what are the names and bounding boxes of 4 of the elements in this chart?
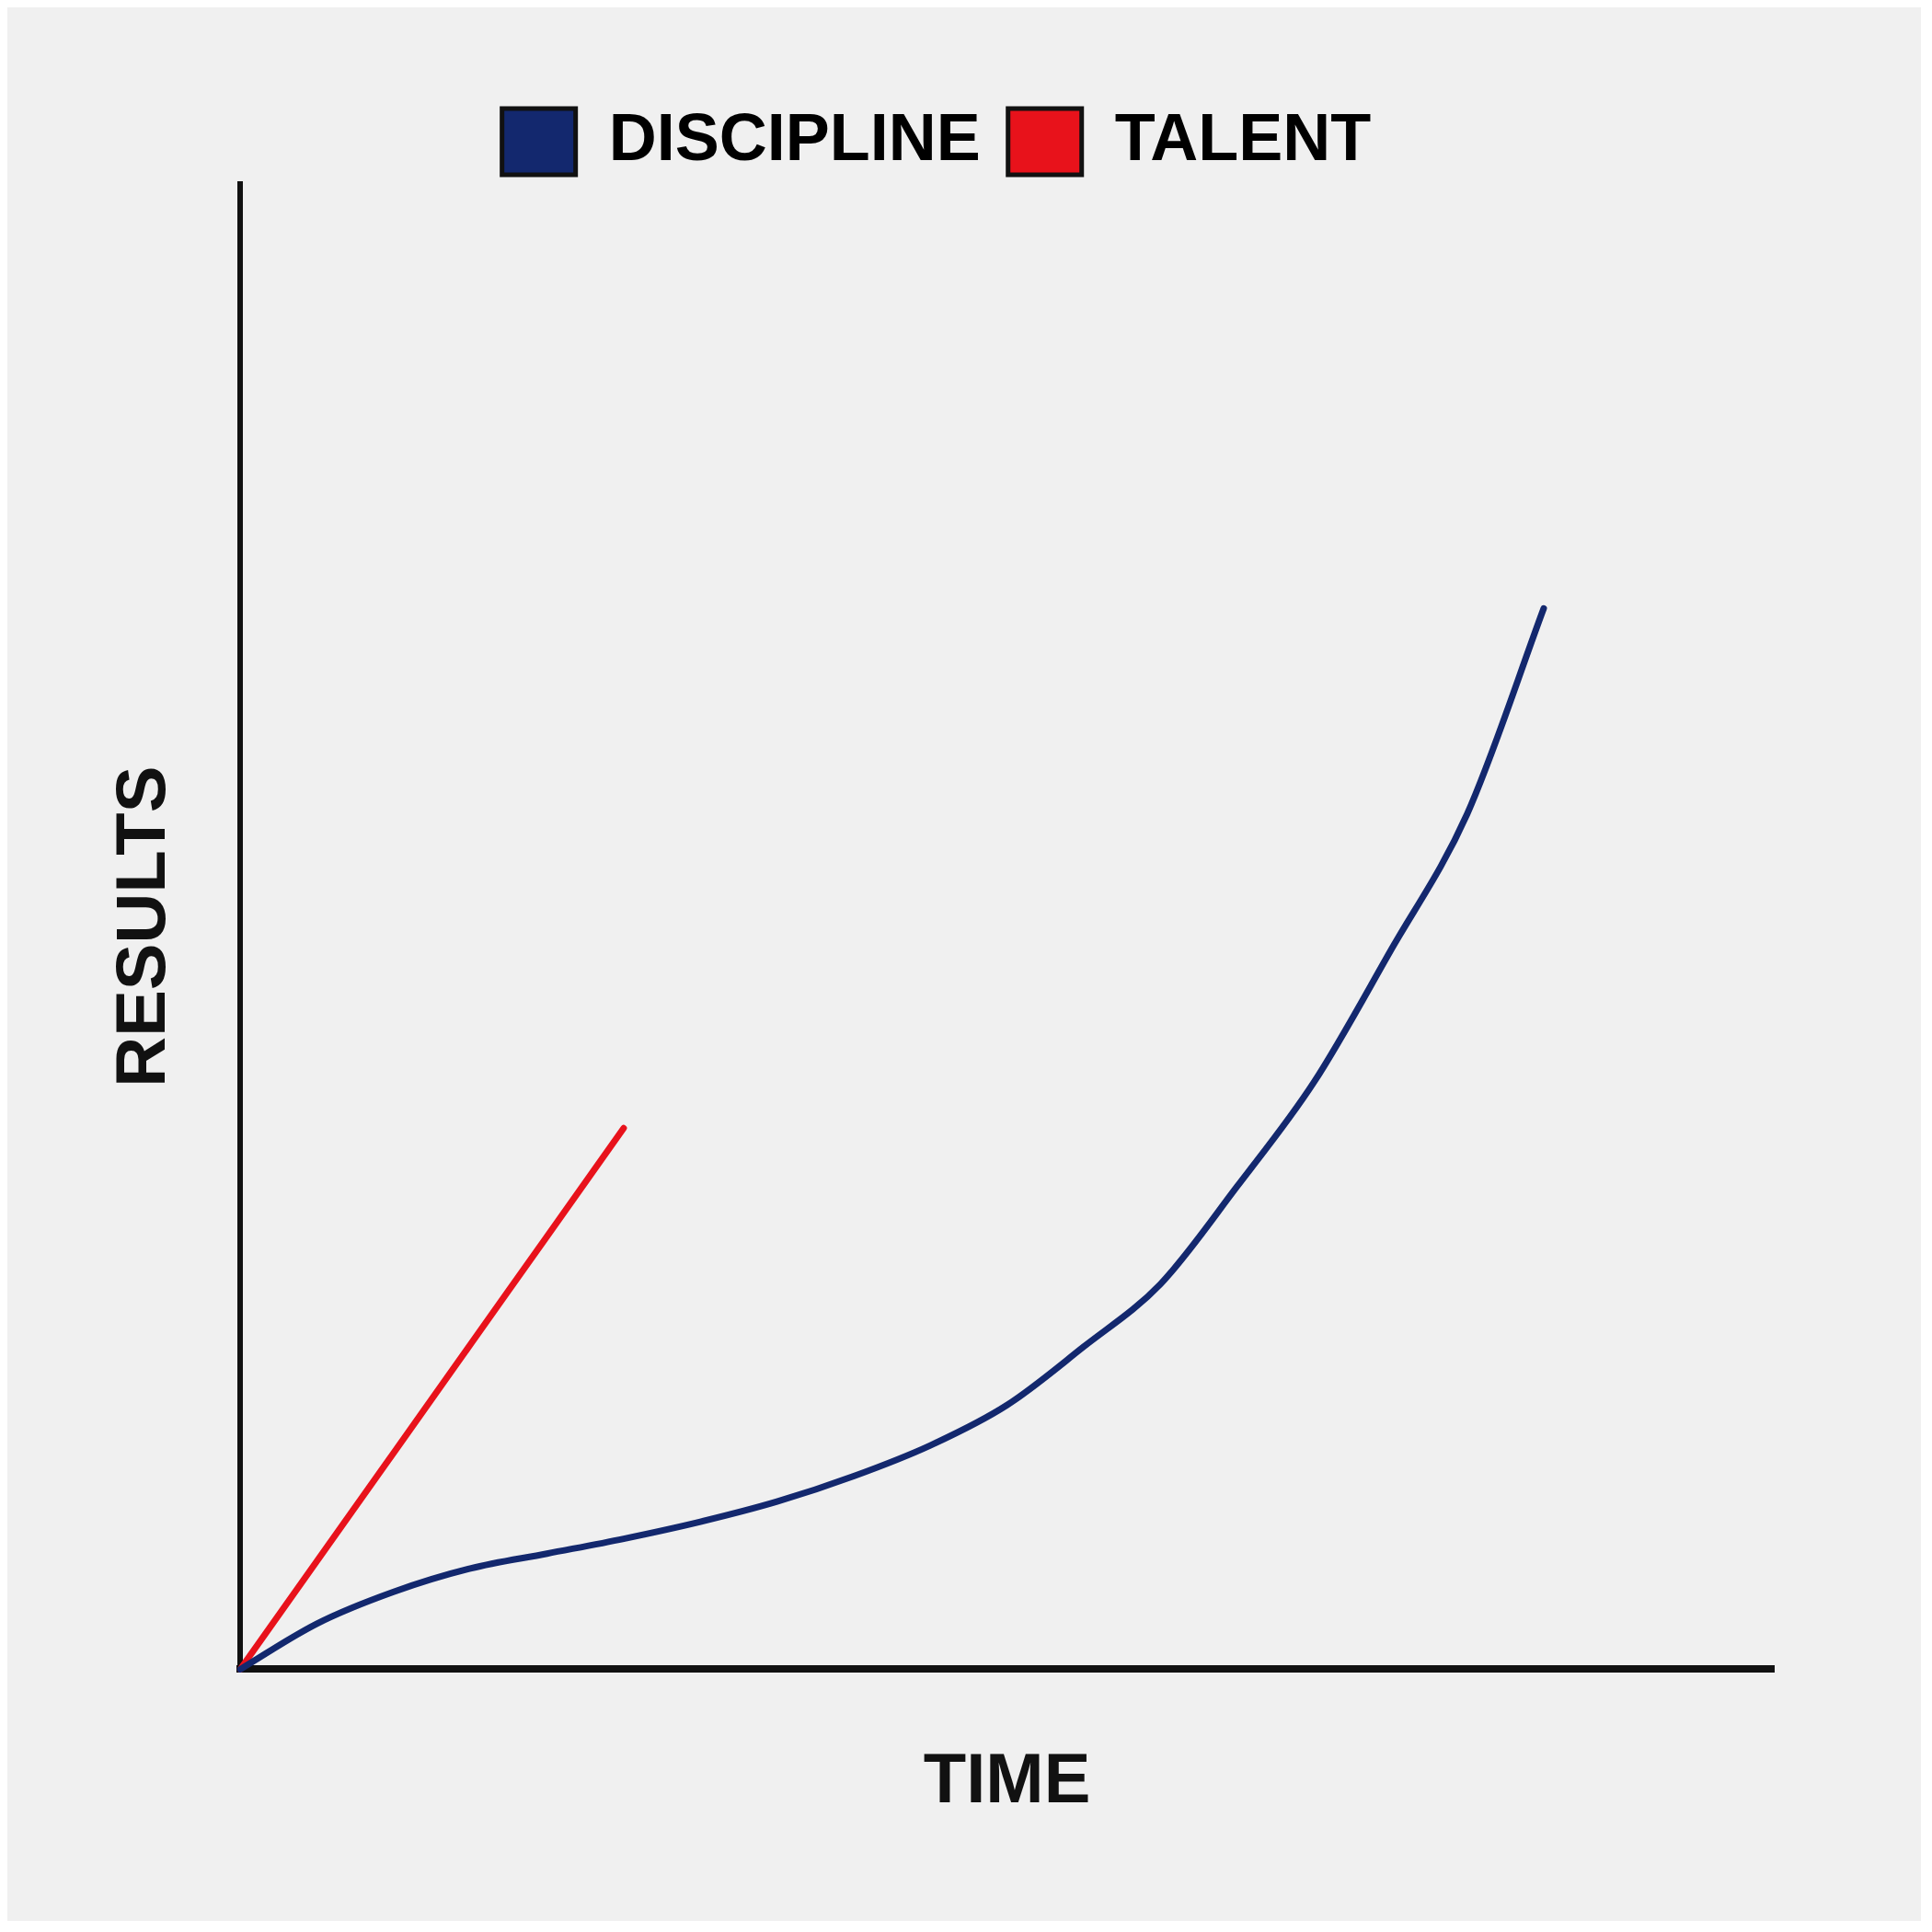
legend-label: DISCIPLINE <box>608 99 981 174</box>
x-axis-title: TIME <box>923 1739 1091 1818</box>
legend-label: TALENT <box>1114 99 1372 174</box>
y-axis-title: RESULTS <box>100 765 179 1087</box>
